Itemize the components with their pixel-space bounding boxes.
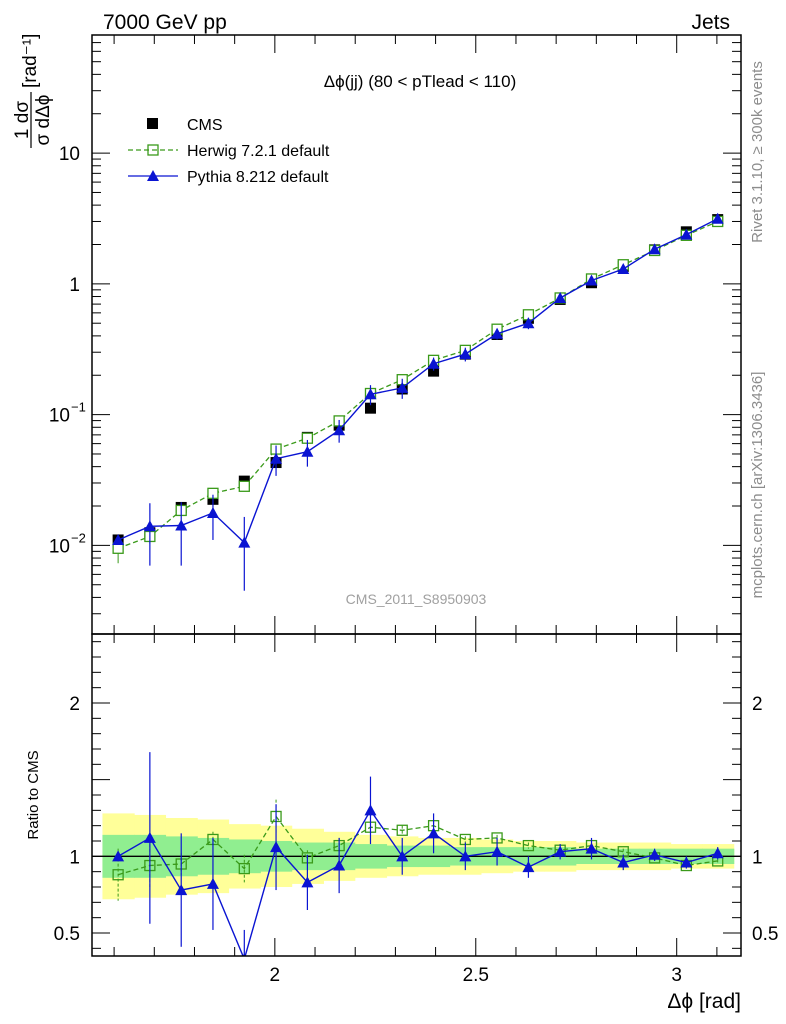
pythia-data-point bbox=[364, 388, 377, 400]
pythia-ratio-point bbox=[396, 850, 409, 862]
pythia-ratio-point bbox=[554, 845, 567, 857]
x-tick-label: 3 bbox=[671, 965, 682, 986]
pythia-data-point bbox=[206, 506, 219, 518]
y-label-denominator: σ dΔϕ bbox=[33, 95, 54, 146]
herwig-ratio-point bbox=[522, 839, 535, 852]
mcplots-source-label: mcplots.cern.ch [arXiv:1306.3436] bbox=[749, 372, 766, 599]
pythia-data-point bbox=[585, 274, 598, 286]
y-tick-label: 1 bbox=[69, 275, 80, 296]
cms-data-point bbox=[364, 402, 376, 414]
pythia-ratio-point bbox=[112, 850, 125, 862]
pythia-data-point bbox=[617, 262, 630, 274]
pythia-data-point bbox=[112, 533, 125, 545]
pythia-ratio-point bbox=[175, 884, 188, 896]
y-label-numerator: 1 dσ bbox=[12, 101, 33, 139]
pythia-ratio-point bbox=[427, 827, 440, 839]
pythia-ratio-point bbox=[680, 856, 693, 868]
top-y-axis-label: 1 dσ σ dΔϕ [rad⁻¹] bbox=[12, 34, 54, 148]
legend-marker-pythia bbox=[147, 170, 159, 181]
herwig-ratio-point bbox=[396, 824, 408, 836]
ratio-panel-data bbox=[92, 752, 741, 956]
pythia-ratio-point bbox=[711, 847, 724, 859]
pythia-data-point bbox=[711, 212, 724, 224]
pythia-ratio-point bbox=[143, 831, 156, 843]
pythia-data-point bbox=[301, 445, 314, 457]
cms-data-point bbox=[428, 365, 440, 377]
pythia-ratio-point bbox=[242, 953, 246, 956]
legend-marker-cms bbox=[147, 118, 158, 129]
pythia-ratio-point bbox=[364, 804, 377, 816]
pythia-ratio-line bbox=[117, 808, 718, 956]
legend-label-cms: CMS bbox=[187, 117, 223, 134]
pythia-ratio-point bbox=[206, 877, 219, 889]
ratio-y-tick-label-left: 2 bbox=[69, 694, 80, 715]
pythia-data-point bbox=[143, 520, 156, 532]
herwig-data-point bbox=[238, 480, 250, 492]
analysis-watermark: CMS_2011_S8950903 bbox=[346, 591, 487, 607]
pythia-ratio-point bbox=[270, 841, 283, 853]
pythia-data-point bbox=[554, 291, 567, 303]
pythia-data-point bbox=[427, 357, 440, 369]
legend-label-pythia: Pythia 8.212 default bbox=[187, 169, 329, 186]
pythia-ratio-point bbox=[459, 850, 472, 862]
ratio-y-tick-label-right: 0.5 bbox=[752, 924, 778, 945]
ratio-y-tick-label-right: 2 bbox=[752, 694, 763, 715]
pythia-ratio-point bbox=[491, 845, 504, 857]
ratio-y-tick-label-right: 1 bbox=[752, 847, 763, 868]
pythia-data-point bbox=[680, 228, 693, 240]
ratio-panel-frame bbox=[91, 633, 742, 957]
pythia-ratio-point bbox=[648, 848, 661, 860]
top-panel-data bbox=[112, 212, 724, 591]
header-process-label: Jets bbox=[691, 11, 730, 34]
y-tick-label: 10 bbox=[59, 144, 80, 165]
pythia-ratio-point bbox=[585, 842, 598, 854]
y-tick-label: 10 bbox=[49, 536, 70, 557]
y-tick-label-exponent: −1 bbox=[71, 400, 86, 415]
pythia-data-point bbox=[522, 317, 535, 329]
y-tick-label: 10 bbox=[49, 406, 70, 427]
x-axis-label: Δϕ [rad] bbox=[667, 990, 741, 1013]
header-energy-label: 7000 GeV pp bbox=[103, 11, 227, 34]
ratio-panel-axes: 2 2.5 3 0.5 0.5 1 1 2 2 bbox=[54, 634, 778, 986]
legend: CMS Herwig 7.2.1 default Pythia 8.212 de… bbox=[128, 117, 330, 186]
plot-title: Δϕ(jj) (80 < pTlead < 110) bbox=[324, 72, 517, 91]
pythia-data-point bbox=[459, 348, 472, 360]
ratio-y-axis-label: Ratio to CMS bbox=[25, 750, 42, 839]
pythia-ratio-point bbox=[617, 856, 630, 868]
legend-marker-herwig bbox=[147, 144, 159, 156]
pythia-data-point bbox=[396, 381, 409, 393]
ratio-y-tick-label-left: 1 bbox=[69, 847, 80, 868]
x-tick-label: 2.5 bbox=[463, 965, 489, 986]
herwig-ratio-point bbox=[112, 869, 124, 881]
rivet-version-label: Rivet 3.1.10, ≥ 300k events bbox=[749, 61, 766, 243]
pythia-ratio-point bbox=[333, 859, 346, 871]
pythia-ratio-point bbox=[522, 861, 535, 873]
ratio-y-tick-label-left: 0.5 bbox=[54, 924, 80, 945]
y-label-unit: [rad⁻¹] bbox=[20, 34, 41, 88]
y-tick-label-exponent: −2 bbox=[71, 530, 86, 545]
pythia-data-point bbox=[238, 536, 251, 548]
herwig-ratio-point bbox=[238, 862, 250, 875]
x-tick-label: 2 bbox=[270, 965, 281, 986]
pythia-data-point bbox=[333, 424, 346, 436]
pythia-data-point bbox=[648, 243, 661, 255]
pythia-data-point bbox=[270, 452, 283, 464]
pythia-data-point bbox=[491, 327, 504, 339]
pythia-ratio-point bbox=[301, 876, 314, 888]
legend-label-herwig: Herwig 7.2.1 default bbox=[187, 143, 330, 160]
herwig-ratio-line bbox=[117, 815, 718, 876]
pythia-data-point bbox=[175, 519, 188, 531]
